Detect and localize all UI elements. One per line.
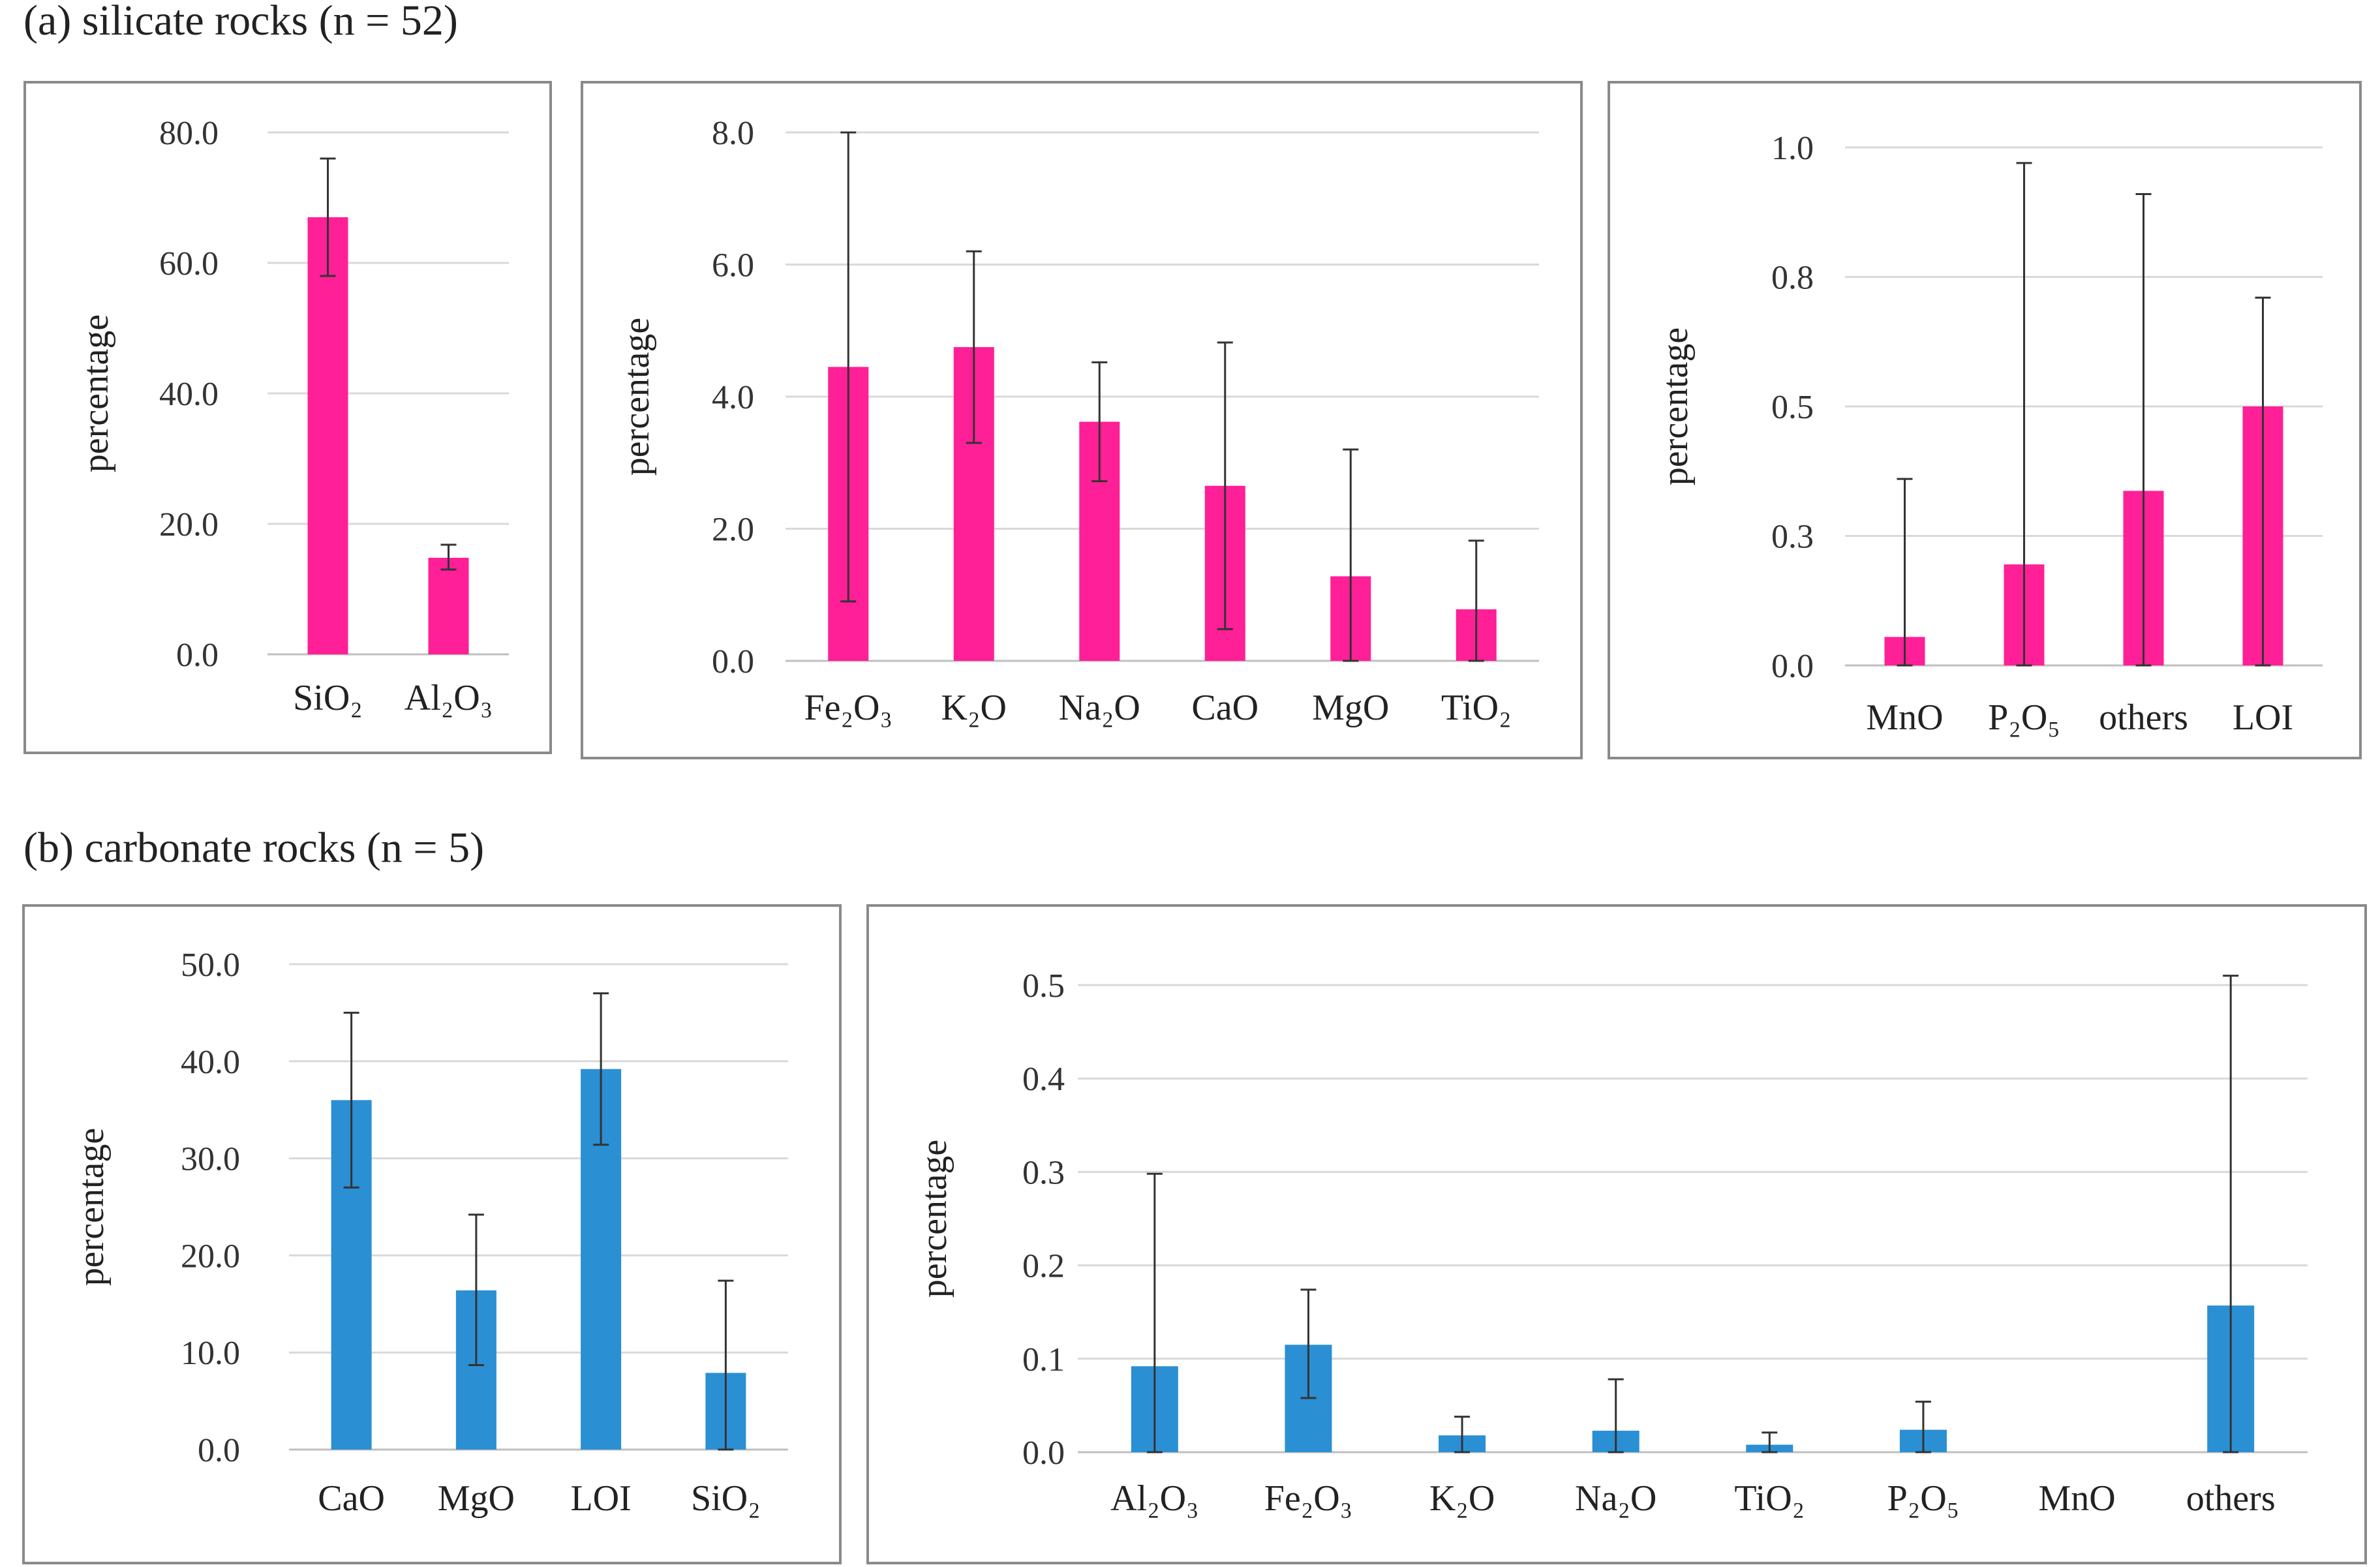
chart-a2: 0.0 2.0 4.0 6.0 8.0 percentage Fe₂O₃ K₂O Na₂O CaO…: [617, 115, 1539, 728]
y-tick-label: 0.0: [1771, 648, 1814, 685]
chart-panel-a1: 0.0 20.0 40.0 60.0 80.0 percentage SiO₂ Al₂O₃: [23, 81, 552, 754]
category-label: Na₂O: [1575, 1478, 1656, 1519]
category-label: Na₂O: [1059, 688, 1140, 728]
y-tick-label: 2.0: [712, 511, 754, 549]
y-tick-label: 6.0: [712, 247, 754, 284]
y-tick-label: 0.4: [1022, 1061, 1065, 1098]
category-label: Al₂O₃: [404, 678, 493, 718]
category-label: MnO: [1866, 697, 1943, 738]
category-label: P₂O₅: [1988, 697, 2060, 738]
y-tick-label: 0.0: [176, 637, 219, 674]
category-label: TiO₂: [1734, 1478, 1805, 1519]
chart-b1: 0.0 10.0 20.0 30.0 40.0 50.0 percentage CaO MgO L…: [71, 947, 788, 1519]
y-tick-label: 50.0: [181, 947, 240, 984]
chart-b2: 0.0 0.1 0.2 0.3 0.4 0.5 percentage Al₂O₃ Fe₂O₃ K₂…: [914, 967, 2308, 1519]
y-axis-label: percentage: [71, 1128, 112, 1286]
chart-a1: 0.0 20.0 40.0 60.0 80.0 percentage SiO₂ Al₂O₃: [76, 115, 509, 718]
y-axis-label: percentage: [1655, 327, 1696, 485]
category-label: MgO: [438, 1478, 515, 1519]
y-tick-label: 40.0: [159, 376, 219, 413]
category-label: Al₂O₃: [1110, 1478, 1199, 1519]
y-axis-label: percentage: [76, 314, 116, 472]
y-tick-label: 1.0: [1771, 130, 1814, 167]
y-axis-label: percentage: [914, 1140, 954, 1298]
category-label: LOI: [2233, 697, 2293, 738]
y-tick-label: 0.0: [1022, 1435, 1065, 1472]
category-label: MnO: [2038, 1478, 2115, 1519]
chart-panel-b1: 0.0 10.0 20.0 30.0 40.0 50.0 percentage CaO MgO L…: [22, 904, 842, 1564]
chart-a3: 0.0 0.3 0.5 0.8 1.0 percentage MnO P₂O₅ others LO…: [1655, 130, 2323, 738]
category-label: others: [2099, 697, 2188, 738]
y-tick-label: 60.0: [159, 245, 219, 282]
category-label: K₂O: [1429, 1478, 1495, 1519]
y-tick-label: 4.0: [712, 379, 754, 416]
category-label: SiO₂: [293, 678, 363, 718]
chart-panel-b2: 0.0 0.1 0.2 0.3 0.4 0.5 percentage Al₂O₃ Fe₂O₃ K₂…: [866, 904, 2367, 1564]
y-tick-label: 0.0: [198, 1432, 240, 1469]
y-axis-label: percentage: [617, 318, 657, 476]
section-a-title: (a) silicate rocks (n = 52): [23, 0, 458, 44]
category-label: Fe₂O₃: [1264, 1478, 1353, 1519]
chart-panel-a2: 0.0 2.0 4.0 6.0 8.0 percentage Fe₂O₃ K₂O Na₂O CaO…: [581, 81, 1583, 759]
y-tick-label: 8.0: [712, 115, 754, 152]
bar: [307, 217, 348, 654]
y-tick-label: 0.1: [1022, 1341, 1065, 1378]
y-tick-label: 80.0: [159, 115, 219, 152]
category-label: others: [2186, 1478, 2276, 1519]
chart-panel-a3: 0.0 0.3 0.5 0.8 1.0 percentage MnO P₂O₅ others LO…: [1608, 81, 2362, 759]
category-label: P₂O₅: [1887, 1478, 1960, 1519]
y-tick-label: 40.0: [181, 1044, 240, 1081]
y-tick-label: 0.8: [1771, 260, 1814, 297]
category-label: LOI: [570, 1478, 631, 1519]
category-label: CaO: [318, 1478, 385, 1519]
category-label: Fe₂O₃: [804, 688, 893, 728]
y-tick-label: 10.0: [181, 1335, 240, 1372]
category-label: CaO: [1191, 688, 1259, 728]
y-tick-label: 20.0: [181, 1238, 240, 1275]
y-tick-label: 0.3: [1022, 1154, 1065, 1191]
y-tick-label: 0.3: [1771, 519, 1814, 556]
bar: [428, 558, 469, 654]
category-label: K₂O: [941, 688, 1007, 728]
category-label: SiO₂: [691, 1478, 761, 1519]
category-label: TiO₂: [1441, 688, 1512, 728]
section-b-title: (b) carbonate rocks (n = 5): [23, 824, 485, 872]
y-tick-label: 20.0: [159, 506, 219, 543]
y-tick-label: 0.0: [712, 643, 754, 680]
category-label: MgO: [1312, 688, 1389, 728]
y-tick-label: 0.2: [1022, 1248, 1065, 1285]
y-tick-label: 0.5: [1771, 389, 1814, 426]
y-tick-label: 30.0: [181, 1141, 240, 1178]
y-tick-label: 0.5: [1022, 967, 1065, 1005]
